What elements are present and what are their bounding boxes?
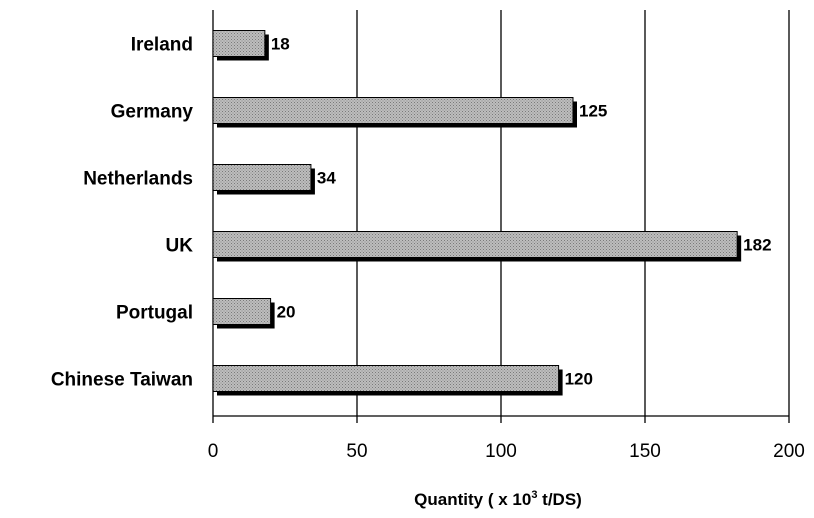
- data-label: 20: [277, 303, 296, 322]
- x-axis-title: Quantity ( x 103 t/DS): [414, 489, 582, 509]
- axes: [212, 10, 790, 423]
- x-tick-label: 200: [773, 441, 805, 462]
- bars: [212, 30, 742, 396]
- data-label: 182: [743, 236, 771, 255]
- category-label: Germany: [111, 102, 194, 123]
- x-axis-title-prefix: Quantity ( x 10: [414, 490, 531, 509]
- category-label: Netherlands: [83, 169, 193, 190]
- labels: 0 50 100 150 200 Ireland 18 Germany 125 Netherlan…: [51, 35, 805, 463]
- bar: [212, 365, 560, 392]
- data-label: 18: [271, 35, 290, 54]
- x-axis-title-suffix: t/DS): [537, 490, 581, 509]
- x-tick-label: 100: [485, 441, 517, 462]
- bar: [212, 97, 574, 124]
- x-axis-title-superscript: 3: [531, 489, 537, 501]
- data-label: 125: [579, 102, 607, 121]
- category-label: Chinese Taiwan: [51, 370, 193, 391]
- x-tick-label: 50: [346, 441, 367, 462]
- category-label: UK: [166, 236, 194, 257]
- bar: [212, 298, 272, 325]
- data-label: 120: [565, 370, 593, 389]
- bar: [212, 30, 266, 57]
- category-label: Portugal: [116, 303, 193, 324]
- x-tick-label: 150: [629, 441, 661, 462]
- gridlines: [356, 10, 790, 416]
- x-tick-label: 0: [208, 441, 219, 462]
- bar: [212, 164, 312, 191]
- data-label: 34: [317, 169, 336, 188]
- bar: [212, 231, 738, 258]
- category-label: Ireland: [131, 35, 193, 56]
